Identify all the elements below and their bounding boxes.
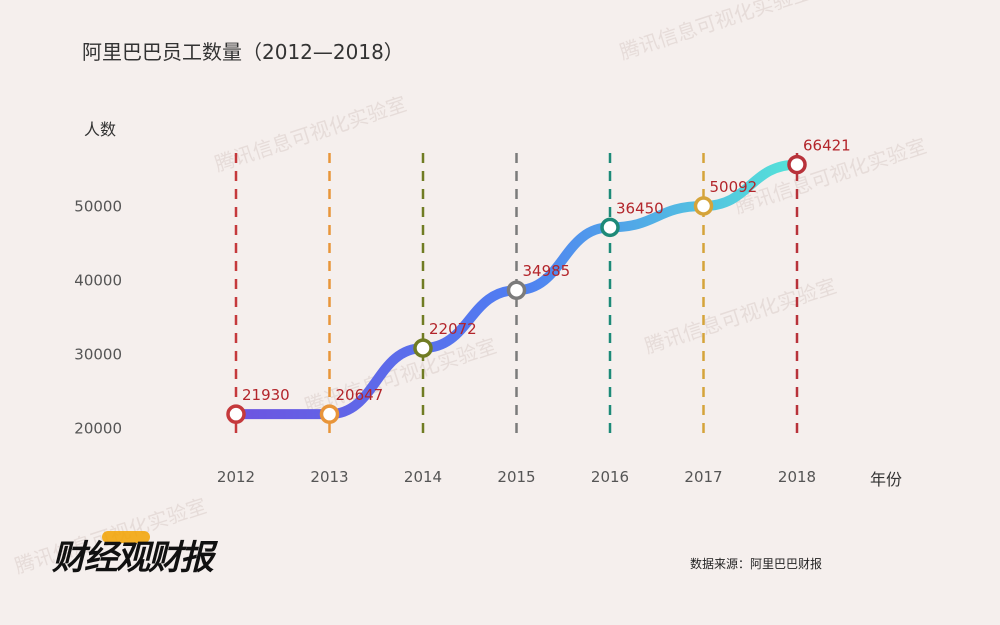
x-tick-label: 2013 [310, 468, 348, 486]
data-label: 20647 [336, 386, 384, 404]
y-axis-label: 人数 [84, 120, 117, 139]
data-point [413, 338, 433, 358]
chart-title: 阿里巴巴员工数量（2012—2018） [82, 40, 404, 64]
y-tick-label: 40000 [74, 272, 122, 290]
data-point [787, 154, 807, 175]
data-source: 数据来源：阿里巴巴财报 [690, 557, 823, 571]
x-tick-label: 2017 [684, 468, 722, 486]
data-point [693, 196, 714, 216]
data-label: 36450 [616, 199, 664, 217]
data-label: 21930 [242, 386, 290, 404]
x-axis-label: 年份 [870, 470, 903, 489]
logo-badge [102, 531, 150, 543]
data-label: 66421 [803, 137, 851, 155]
x-tick-label: 2012 [217, 468, 255, 486]
data-point [600, 217, 620, 238]
data-point [319, 404, 340, 424]
data-point [506, 280, 527, 300]
data-label: 34985 [523, 262, 571, 280]
x-tick-label: 2014 [404, 468, 442, 486]
logo: 财经观财报 [52, 538, 214, 578]
data-point [226, 404, 246, 424]
x-tick-label: 2018 [778, 468, 816, 486]
data-label: 22072 [429, 320, 477, 338]
y-tick-label: 20000 [74, 419, 122, 437]
y-tick-label: 50000 [74, 198, 122, 216]
y-tick-label: 30000 [74, 346, 122, 364]
x-tick-label: 2016 [591, 468, 629, 486]
x-tick-label: 2015 [497, 468, 535, 486]
data-label: 50092 [710, 178, 758, 196]
